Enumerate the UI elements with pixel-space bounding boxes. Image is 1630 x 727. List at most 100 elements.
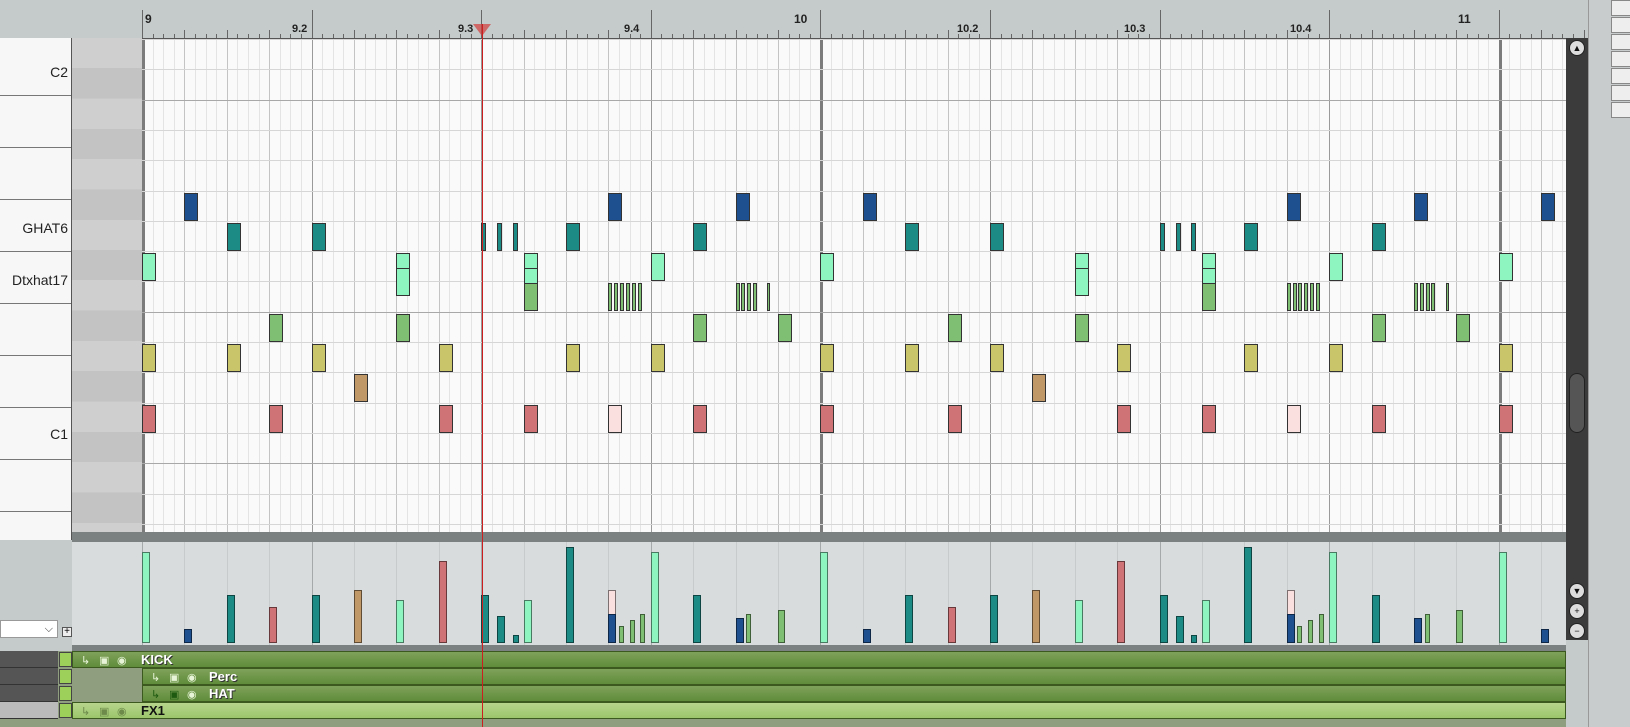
velocity-bar[interactable] xyxy=(142,552,150,643)
velocity-bar[interactable] xyxy=(497,616,505,643)
velocity-bar[interactable] xyxy=(640,614,645,643)
velocity-bar[interactable] xyxy=(227,595,235,643)
midi-note[interactable] xyxy=(693,223,707,251)
midi-note[interactable] xyxy=(1316,283,1320,311)
vertical-scrollbar[interactable]: ▲ ▼ + − xyxy=(1566,38,1588,640)
midi-note[interactable] xyxy=(1456,314,1470,342)
midi-note[interactable] xyxy=(1202,405,1216,433)
envelope-icon[interactable]: ↳ xyxy=(151,689,161,701)
midi-note[interactable] xyxy=(1310,283,1314,311)
velocity-bar[interactable] xyxy=(1176,616,1184,643)
midi-note[interactable] xyxy=(948,405,962,433)
eye-icon[interactable]: ◉ xyxy=(117,706,127,718)
midi-note[interactable] xyxy=(227,344,241,372)
midi-note[interactable] xyxy=(990,223,1004,251)
midi-note[interactable] xyxy=(905,344,919,372)
velocity-bar[interactable] xyxy=(439,561,447,643)
midi-note[interactable] xyxy=(524,283,538,311)
midi-note[interactable] xyxy=(269,405,283,433)
velocity-bar[interactable] xyxy=(1425,614,1430,643)
midi-note-grid[interactable] xyxy=(142,38,1566,532)
panel-button[interactable] xyxy=(1611,102,1630,118)
velocity-bar[interactable] xyxy=(1456,610,1463,643)
panel-button[interactable] xyxy=(1611,0,1630,16)
lock-icon[interactable]: ▣ xyxy=(99,655,110,667)
midi-note[interactable] xyxy=(948,314,962,342)
midi-note[interactable] xyxy=(1244,223,1258,251)
midi-note[interactable] xyxy=(1426,283,1430,311)
lane-splitter[interactable] xyxy=(72,532,1566,542)
velocity-bar[interactable] xyxy=(1160,595,1168,643)
velocity-bar[interactable] xyxy=(1075,600,1083,643)
midi-note[interactable] xyxy=(312,344,326,372)
arrow-down-icon[interactable]: ▼ xyxy=(1569,583,1585,599)
midi-note[interactable] xyxy=(820,405,834,433)
midi-note[interactable] xyxy=(1414,193,1428,221)
envelope-icon[interactable]: ↳ xyxy=(81,655,91,667)
midi-note[interactable] xyxy=(638,283,642,311)
timeline-ruler[interactable]: 9 9.2 9.3 9.4 10 10.2 10.3 10.4 11 xyxy=(142,0,1585,38)
track-perc[interactable]: ↳ ▣ ◉ Perc xyxy=(142,668,1566,685)
velocity-bar[interactable] xyxy=(746,614,751,643)
arrow-up-icon[interactable]: ▲ xyxy=(1569,40,1585,56)
midi-note[interactable] xyxy=(396,268,410,296)
velocity-bar[interactable] xyxy=(1191,635,1197,643)
midi-note[interactable] xyxy=(608,193,622,221)
midi-note[interactable] xyxy=(693,314,707,342)
midi-note[interactable] xyxy=(142,344,156,372)
lock-icon[interactable]: ▣ xyxy=(99,706,110,718)
velocity-bar[interactable] xyxy=(1244,547,1252,643)
track-hat[interactable]: ↳ ▣ ◉ HAT xyxy=(142,685,1566,702)
midi-note[interactable] xyxy=(1541,193,1555,221)
velocity-bar[interactable] xyxy=(619,626,624,643)
midi-note[interactable] xyxy=(1372,405,1386,433)
scrollbar-thumb[interactable] xyxy=(1569,373,1585,433)
midi-note[interactable] xyxy=(905,223,919,251)
velocity-bar[interactable] xyxy=(693,595,701,643)
track-header[interactable] xyxy=(0,702,58,719)
velocity-bar[interactable] xyxy=(905,595,913,643)
add-lane-button[interactable]: + xyxy=(62,627,72,637)
midi-note[interactable] xyxy=(1372,314,1386,342)
velocity-bar[interactable] xyxy=(1499,552,1507,643)
midi-note[interactable] xyxy=(1287,193,1301,221)
midi-note[interactable] xyxy=(566,344,580,372)
midi-note[interactable] xyxy=(620,283,624,311)
velocity-bar[interactable] xyxy=(312,595,320,643)
midi-note[interactable] xyxy=(820,253,834,281)
velocity-bar[interactable] xyxy=(269,607,277,643)
panel-button[interactable] xyxy=(1611,68,1630,84)
midi-note[interactable] xyxy=(990,344,1004,372)
track-splitter[interactable] xyxy=(72,645,1566,651)
velocity-bar[interactable] xyxy=(1541,629,1549,643)
piano-white-key[interactable] xyxy=(0,38,71,96)
midi-note[interactable] xyxy=(651,253,665,281)
velocity-bar[interactable] xyxy=(1308,620,1313,643)
velocity-bar[interactable] xyxy=(1319,614,1324,643)
midi-note[interactable] xyxy=(439,405,453,433)
midi-note[interactable] xyxy=(142,253,156,281)
track-header[interactable] xyxy=(0,668,58,685)
midi-note[interactable] xyxy=(1329,344,1343,372)
midi-note[interactable] xyxy=(1287,405,1301,433)
velocity-bar[interactable] xyxy=(1117,561,1125,643)
velocity-bar[interactable] xyxy=(1414,618,1422,643)
midi-note[interactable] xyxy=(1117,405,1131,433)
midi-note[interactable] xyxy=(651,344,665,372)
midi-note[interactable] xyxy=(626,283,630,311)
track-color-box[interactable] xyxy=(59,703,72,718)
midi-note[interactable] xyxy=(1244,344,1258,372)
track-kick[interactable]: ↳ ▣ ◉ KICK xyxy=(72,651,1566,668)
midi-note[interactable] xyxy=(1499,253,1513,281)
midi-note[interactable] xyxy=(741,283,745,311)
midi-note[interactable] xyxy=(1499,405,1513,433)
midi-note[interactable] xyxy=(1191,223,1196,251)
piano-white-key[interactable] xyxy=(0,200,71,252)
midi-note[interactable] xyxy=(608,283,612,311)
midi-note[interactable] xyxy=(1414,283,1418,311)
midi-note[interactable] xyxy=(820,344,834,372)
midi-note[interactable] xyxy=(693,405,707,433)
midi-note[interactable] xyxy=(481,223,486,251)
midi-note[interactable] xyxy=(566,223,580,251)
lock-icon[interactable]: ▣ xyxy=(169,672,180,684)
